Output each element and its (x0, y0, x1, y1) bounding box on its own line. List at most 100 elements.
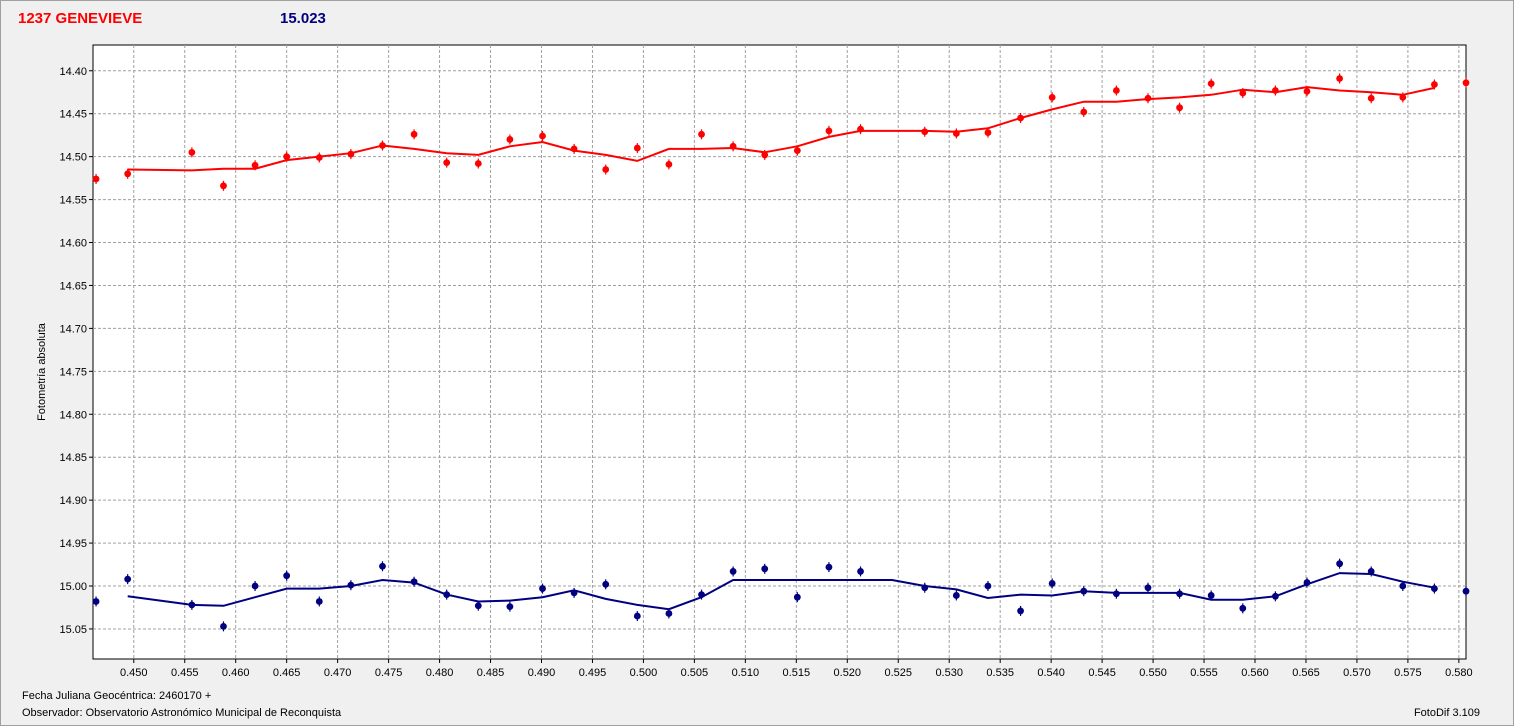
data-point (984, 582, 992, 590)
x-tick-label: 0.490 (528, 667, 556, 679)
data-point (921, 584, 929, 592)
plot-area (92, 44, 1467, 660)
y-tick-label: 14.85 (59, 452, 87, 464)
data-point (1017, 607, 1024, 615)
y-tick-label: 14.70 (59, 323, 87, 335)
data-point (1303, 579, 1311, 586)
x-tick-label: 0.495 (579, 667, 607, 679)
data-point (1399, 582, 1407, 590)
data-point (825, 127, 833, 135)
data-point (1176, 104, 1183, 112)
data-point (1431, 81, 1438, 88)
data-point (1017, 114, 1024, 122)
y-tick-label: 15.05 (59, 624, 87, 636)
x-tick-label: 0.465 (273, 667, 301, 679)
data-point (124, 170, 132, 178)
data-point (602, 166, 610, 173)
data-point (984, 129, 992, 136)
x-tick-label: 0.580 (1445, 667, 1473, 679)
data-point (857, 568, 864, 575)
x-tick-label: 0.555 (1190, 667, 1218, 679)
x-tick-label: 0.460 (222, 667, 250, 679)
data-point (1367, 94, 1375, 102)
series-fit-line (127, 572, 1435, 611)
x-tick-label: 0.565 (1292, 667, 1320, 679)
data-point (570, 145, 578, 153)
data-point (729, 568, 737, 575)
y-tick-label: 14.60 (59, 238, 87, 250)
y-tick-label: 14.65 (59, 280, 87, 292)
data-point (1144, 94, 1152, 102)
data-point (220, 182, 227, 190)
data-point (857, 125, 864, 133)
x-tick-label: 0.455 (171, 667, 199, 679)
x-tick-label: 0.525 (884, 667, 912, 679)
x-tick-label: 0.540 (1037, 667, 1065, 679)
data-point (251, 582, 259, 590)
x-tick-label: 0.450 (120, 667, 148, 679)
data-point (315, 598, 323, 605)
reference-magnitude: 15.023 (280, 10, 326, 27)
data-point (506, 136, 514, 143)
data-point (188, 601, 196, 609)
data-point (1048, 93, 1056, 101)
data-point (602, 580, 610, 588)
data-point (1207, 592, 1215, 599)
data-point (761, 565, 769, 573)
data-point (793, 593, 801, 601)
data-point (1336, 75, 1344, 82)
x-tick-label: 0.550 (1139, 667, 1167, 679)
y-tick-label: 14.80 (59, 409, 87, 421)
object-title: 1237 GENEVIEVE (18, 10, 143, 27)
x-tick-label: 0.535 (986, 667, 1014, 679)
y-tick-label: 14.90 (59, 495, 87, 507)
data-point (1080, 108, 1088, 116)
x-tick-label: 0.485 (477, 667, 505, 679)
data-point (1303, 87, 1311, 95)
data-point (1462, 587, 1470, 595)
data-point (825, 563, 833, 571)
x-tick-label: 0.470 (324, 667, 352, 679)
x-tick-label: 0.560 (1241, 667, 1269, 679)
data-point (921, 128, 929, 136)
data-point (1271, 592, 1279, 600)
data-point (220, 622, 227, 630)
data-point (124, 575, 132, 583)
data-point (633, 612, 641, 620)
data-point (92, 175, 100, 183)
data-point (1048, 580, 1056, 587)
data-point (1271, 87, 1279, 94)
data-point (1207, 80, 1215, 88)
series-fit-line (127, 86, 1435, 172)
data-point (1112, 590, 1120, 598)
data-point (443, 591, 451, 598)
data-point (347, 150, 355, 158)
data-point (952, 130, 960, 137)
data-point (474, 602, 482, 610)
data-point (92, 598, 100, 605)
data-point (1239, 89, 1247, 97)
x-tick-label: 0.530 (935, 667, 963, 679)
data-point (283, 572, 291, 580)
data-point (1176, 590, 1183, 598)
x-tick-label: 0.500 (630, 667, 658, 679)
data-point (1367, 568, 1375, 575)
data-point (1399, 93, 1407, 101)
data-point (793, 147, 801, 155)
x-tick-label: 0.480 (426, 667, 454, 679)
data-point (379, 142, 386, 149)
data-point (570, 589, 578, 597)
data-point (506, 603, 514, 611)
data-point (633, 144, 641, 152)
data-point (379, 562, 386, 570)
data-point (698, 130, 705, 138)
y-tick-label: 14.95 (59, 538, 87, 550)
data-point (347, 581, 355, 589)
data-point (315, 154, 323, 161)
data-point (665, 160, 673, 168)
y-tick-label: 15.00 (59, 581, 87, 593)
y-tick-label: 14.50 (59, 152, 87, 164)
data-point (251, 161, 259, 169)
data-point (283, 153, 291, 161)
